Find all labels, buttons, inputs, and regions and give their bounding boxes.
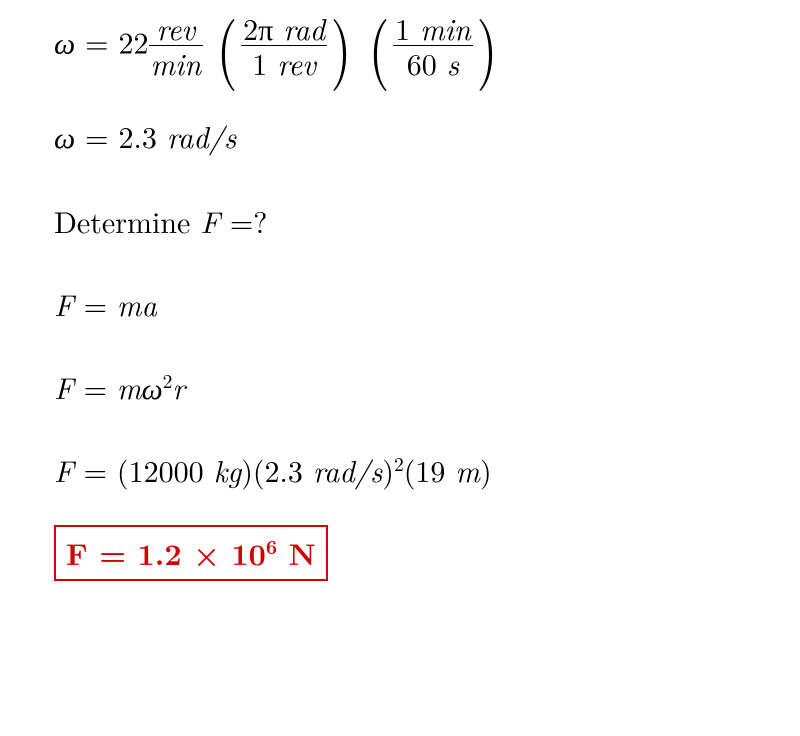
equals: = [75, 114, 118, 157]
unit-m: m [455, 448, 480, 491]
symbol-r: r [172, 365, 185, 408]
frac-1min-60s: 1 min 60 s [393, 12, 473, 78]
lparen: ( [117, 448, 129, 491]
equals: = [74, 365, 117, 408]
den-min: min [149, 46, 204, 79]
equation-F-substituted: F = (12000 kg)(2.3 rad/s)2(19 m) [54, 448, 800, 491]
equation-omega-result: ω = 2.3 rad/s [54, 114, 800, 157]
text-determine: Determine [54, 199, 200, 242]
unit-rad-s: rad/s [313, 448, 382, 491]
unit-N: N [289, 531, 316, 574]
value-1p2e6: 1.2 × 10 [138, 531, 266, 574]
equals: = [88, 531, 138, 574]
den-60-s: 60 s [393, 46, 473, 79]
text-eq-qmark: =? [220, 199, 268, 242]
lparen: ( [253, 448, 265, 491]
equals: = [74, 282, 117, 325]
equals: = [74, 448, 117, 491]
unit-kg: kg [214, 448, 242, 491]
exp-2: 2 [394, 449, 404, 477]
symbol-m: m [117, 282, 142, 325]
exp-2: 2 [163, 366, 173, 394]
symbol-F: F [200, 199, 220, 242]
rparen: ) [382, 448, 394, 491]
value-19: 19 [415, 448, 455, 491]
symbol-F: F [54, 365, 74, 408]
value-2p3: 2.3 [265, 448, 313, 491]
symbol-omega: ω [141, 365, 162, 408]
symbol-F: F [54, 448, 74, 491]
space [277, 531, 289, 574]
lparen: ( [404, 448, 416, 491]
equation-F-ma: F = ma [54, 282, 800, 325]
exp-6: 6 [266, 532, 277, 560]
answer-line: F = 1.2 × 106 N [54, 525, 800, 581]
symbol-m: m [117, 365, 142, 408]
value-2p3: 2.3 [119, 114, 167, 157]
den-1-rev: 1 rev [241, 46, 327, 79]
equation-omega-convert: ω = 22 rev min ( 2π rad 1 rev ) ( 1 min … [54, 14, 800, 80]
value-22: 22 [119, 19, 149, 62]
symbol-omega: ω [54, 19, 75, 62]
symbol-F: F [66, 531, 88, 574]
unit-rad-s: rad/s [167, 114, 236, 157]
frac-rev-min: rev min [149, 12, 204, 78]
equals: = [75, 19, 118, 62]
physics-derivation: ω = 22 rev min ( 2π rad 1 rev ) ( 1 min … [0, 0, 800, 581]
symbol-omega: ω [54, 114, 75, 157]
value-12000: 12000 [129, 448, 214, 491]
equation-F-mw2r: F = mω2r [54, 365, 800, 408]
symbol-a: a [141, 282, 156, 325]
rparen: ) [241, 448, 253, 491]
frac-2pi-rad: 2π rad 1 rev [241, 12, 327, 78]
symbol-F: F [54, 282, 74, 325]
answer-box: F = 1.2 × 106 N [54, 525, 328, 581]
question-line: Determine F =? [54, 199, 800, 242]
rparen: ) [480, 448, 492, 491]
